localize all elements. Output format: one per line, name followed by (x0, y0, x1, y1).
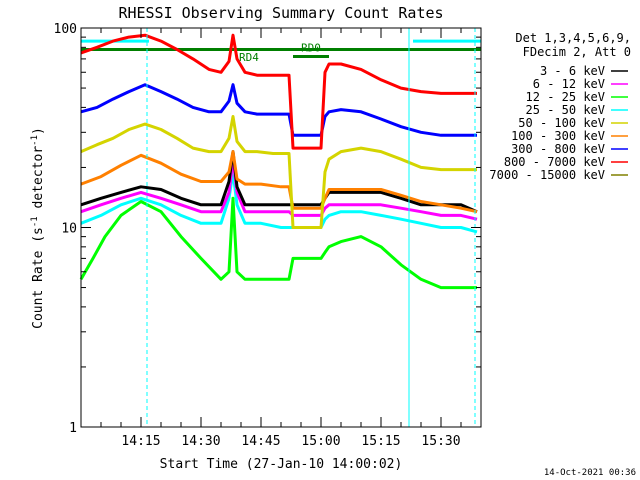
series-line-300-800-kev (80, 83, 477, 137)
legend-label-800-7000-kev: 800 - 7000 keV (504, 155, 605, 169)
plot-area: RD0 (79, 28, 481, 427)
chart-title: RHESSI Observing Summary Count Rates (118, 4, 443, 22)
legend-label-7000-15000-kev: 7000 - 15000 keV (489, 168, 605, 182)
y-axis-ticks: 1 10 100 (54, 22, 481, 436)
x-axis-label: Start Time (27-Jan-10 14:00:02) (160, 457, 403, 472)
flag-label-rd4: RD4 (239, 51, 259, 64)
series-line-12-25-kev (79, 196, 477, 290)
legend: Det 1,3,4,5,6,9, FDecim 2, Att 0 3 - 6 k… (489, 31, 631, 182)
series-line-50-100-kev (80, 115, 477, 229)
x-tick-label: 15:00 (301, 434, 340, 449)
legend-label-50-100-kev: 50 - 100 keV (518, 116, 605, 130)
legend-label-300-800-kev: 300 - 800 keV (511, 142, 605, 156)
x-axis-ticks: 14:15 14:30 14:45 15:00 15:15 15:30 (100, 28, 462, 449)
series-line-25-50-kev (80, 170, 478, 234)
series-line-800-7000-kev (80, 33, 477, 150)
series-line-3-6-kev (80, 150, 478, 214)
series-line-100-300-kev (80, 150, 478, 214)
y-tick-label: 10 (61, 222, 77, 237)
x-tick-label: 14:30 (181, 434, 220, 449)
y-tick-label: 1 (69, 421, 77, 436)
flag-label-rd0: RD0 (301, 41, 321, 54)
legend-header-line-1: Det 1,3,4,5,6,9, (515, 31, 631, 45)
legend-label-25-50-kev: 25 - 50 keV (526, 103, 605, 117)
y-tick-label: 100 (54, 22, 77, 37)
y-axis-label: Count Rate (s-1 detector-1) (30, 127, 46, 329)
series-layer (79, 33, 478, 290)
x-tick-label: 14:15 (121, 434, 160, 449)
legend-header-line-2: FDecim 2, Att 0 (523, 45, 631, 59)
x-tick-label: 15:30 (421, 434, 460, 449)
series-line-6-12-kev (80, 157, 478, 221)
x-tick-label: 15:15 (361, 434, 400, 449)
legend-label-6-12-kev: 6 - 12 keV (533, 77, 605, 91)
x-tick-label: 14:45 (241, 434, 280, 449)
legend-label-100-300-kev: 100 - 300 keV (511, 129, 605, 143)
flags-layer: RD0 (81, 39, 481, 58)
legend-label-12-25-kev: 12 - 25 keV (526, 90, 605, 104)
timestamp: 14-Oct-2021 00:36 (544, 468, 636, 478)
legend-label-3-6-kev: 3 - 6 keV (540, 64, 605, 78)
